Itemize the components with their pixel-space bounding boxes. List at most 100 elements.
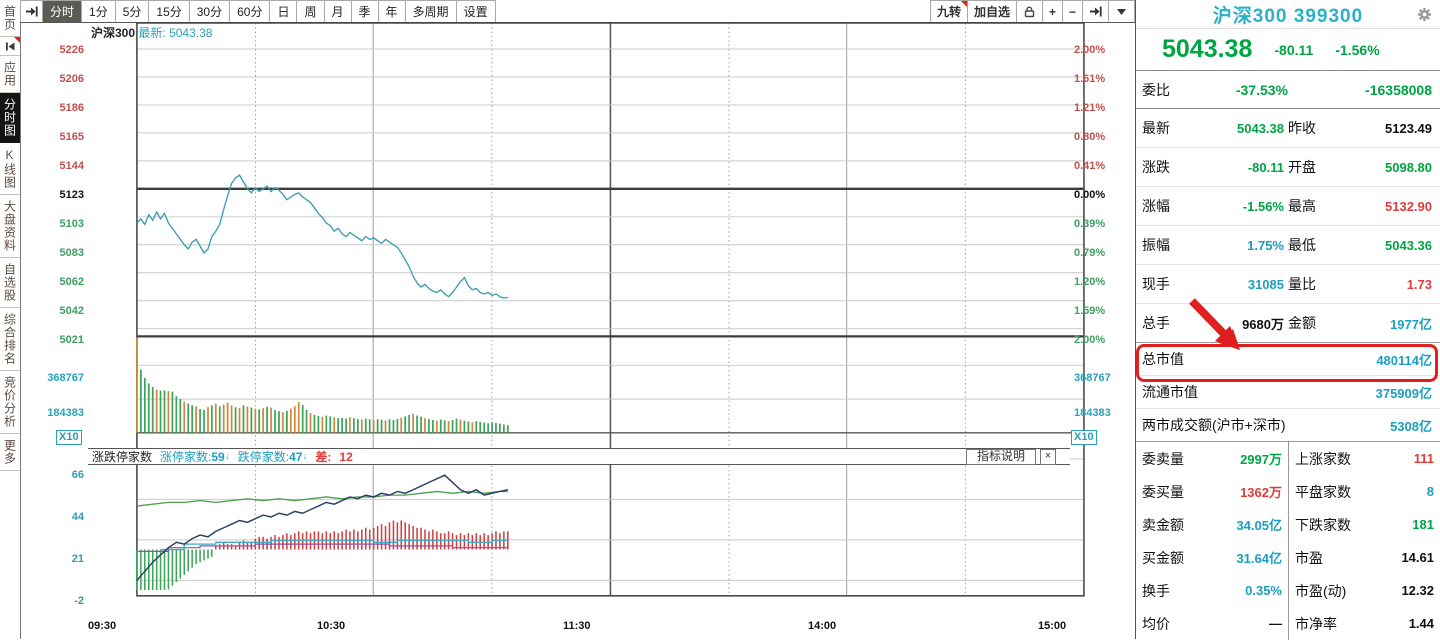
sidebar-item-9[interactable]: 更多 [0,434,20,471]
bottom-left-cell: 委买量 1362万 [1136,475,1288,508]
limit-down-label: 跌停家数: [237,450,290,464]
tab-年[interactable]: 年 [378,0,406,22]
quote-row: 涨跌 -80.11 开盘 5098.80 [1136,148,1440,187]
dropdown-caret-icon [1117,9,1126,15]
last-price: 5043.38 [1162,35,1253,63]
period-tabs: 分时 1分 5分 15分 30分 60分日周月季年多周期 设置 [20,0,496,22]
indicator-help-button[interactable]: 指标说明 [965,448,1036,465]
dropdown-caret-icon[interactable] [1108,0,1135,22]
sidebar-item-7[interactable]: 综合排名 [0,308,20,371]
quote-label: 总手 [1142,315,1170,331]
price-axis-label: 5123 [59,189,84,201]
tab-月[interactable]: 月 [324,0,352,22]
pct-axis-label: 1.59% [1074,305,1106,317]
price-axis-label: 5103 [59,218,84,230]
lock-icon[interactable] [1015,0,1042,22]
sidebar-item-5[interactable]: 大盘资料 [0,195,20,258]
cyan-line [160,539,508,551]
time-axis-label: 14:00 [808,620,837,632]
tab-季[interactable]: 季 [351,0,379,22]
tab-30分[interactable]: 30分 [189,0,231,22]
sidebar-item-4[interactable]: K线图 [0,143,20,195]
sidebar-item-8[interactable]: 竞价分析 [0,371,20,434]
quote-label: 最新 [1142,120,1170,136]
zoom-in-button[interactable]: + [1041,0,1062,22]
bottom-right-cell: 上涨家数 111 [1288,442,1440,475]
next-arrow-icon[interactable] [1082,0,1108,22]
price-line [136,174,508,299]
indicator-axis-label: 21 [71,553,84,565]
intraday-plot[interactable] [70,22,1120,618]
tab-周[interactable]: 周 [297,0,325,22]
add-watchlist-button[interactable]: 加自选 [966,0,1016,22]
bottom-right-cell: 市盈 14.61 [1288,541,1440,574]
close-icon[interactable]: × [1040,448,1056,465]
sidebar-item-6[interactable]: 自选股 [0,258,20,308]
quote-value: 9680万 [1242,316,1284,332]
limit-down-arrow-icon: ↓ [302,451,308,462]
tab-15分[interactable]: 15分 [149,0,190,22]
bottom-label: 卖金额 [1142,516,1184,533]
bottom-value: 14.61 [1401,550,1434,565]
weibi-label: 委比 [1142,81,1170,98]
settings-gear-icon[interactable] [1417,7,1432,22]
quote-value: 31085 [1247,276,1284,292]
quote-row: 涨幅 -1.56% 最高 5132.90 [1136,187,1440,226]
quote-label: 涨跌 [1142,159,1170,175]
quote-panel: 沪深300 399300 5043.38 -80.11 -1.56% 委比 -3… [1135,0,1440,640]
chart-area[interactable]: 沪深300 最新: 5043.38 5226 5206 5186 5165 5144 51… [20,22,1135,639]
limit-up-line [136,474,508,581]
tab-分时[interactable]: 分时 [43,0,83,22]
bottom-right-cell: 市盈(动) 12.32 [1288,574,1440,607]
price-axis-label: 5226 [59,44,84,56]
bottom-row: 卖金额 34.05亿 下跌家数 181 [1136,508,1440,541]
sidebar-item-2[interactable]: 应用 [0,56,20,93]
sidebar-item-0[interactable]: 首页 [0,0,20,37]
limit-up-value: 59 [211,449,225,464]
app-collapse-icon[interactable] [0,37,20,56]
volume-axis-label: 184383 [1074,407,1111,419]
bottom-label: 市盈 [1295,549,1323,566]
tab-1分[interactable]: 1分 [82,0,116,22]
bottom-left-cell: 卖金额 34.05亿 [1136,508,1288,541]
tab-设置[interactable]: 设置 [456,0,496,22]
price-axis-label: 5206 [59,73,84,85]
time-axis-label: 10:30 [317,620,346,632]
zoom-out-button[interactable]: − [1061,0,1082,22]
chart-title: 沪深300 最新: 5043.38 [91,24,212,41]
indicator-name: 涨跌停家数 [92,450,153,464]
bottom-label: 委卖量 [1142,450,1184,467]
volume-multiplier-right: X10 [1071,430,1097,445]
pct-axis-label: 1.61% [1074,73,1106,85]
bottom-value: 12.32 [1401,583,1434,598]
indicator-axis-label: 44 [71,511,84,523]
bottom-row: 委卖量 2997万 上涨家数 111 [1136,442,1440,475]
volume-axis-label: 368767 [1074,372,1111,384]
indicator-axis-label: 66 [71,469,84,481]
bottom-value: 34.05亿 [1236,518,1282,533]
tab-多周期[interactable]: 多周期 [405,0,457,22]
bottom-label: 上涨家数 [1295,450,1351,467]
tab-日[interactable]: 日 [270,0,298,22]
lock-icon [1024,6,1035,18]
panel-symbol: 沪深300 399300 [1212,5,1364,27]
expand-arrow-icon[interactable] [20,0,43,22]
tab-5分[interactable]: 5分 [115,0,150,22]
bottom-value: 0.35% [1245,583,1282,598]
price-axis-label: 5186 [59,102,84,114]
bottom-label: 换手 [1142,582,1170,599]
time-axis-label: 11:30 [563,620,591,632]
sidebar-item-3[interactable]: 分时图 [0,93,20,143]
panel-rows: 最新 5043.38 昨收 5123.49 涨跌 -80.11 开盘 5098.80 涨幅 -1.… [1136,109,1440,640]
nine-turn-button[interactable]: 九转 [929,0,967,22]
quote-value: -1.56% [1242,198,1284,214]
quote-value: -80.11 [1247,159,1284,175]
quote-label: 量比 [1288,276,1316,292]
weibi-value: -16358008 [1365,81,1432,98]
volume-bars [136,337,509,433]
bottom-left-cell: 委卖量 2997万 [1136,442,1288,475]
quote-label: 涨幅 [1142,198,1170,214]
tab-60分[interactable]: 60分 [230,0,271,22]
wide-row: 流通市值 375909亿 [1136,376,1440,409]
